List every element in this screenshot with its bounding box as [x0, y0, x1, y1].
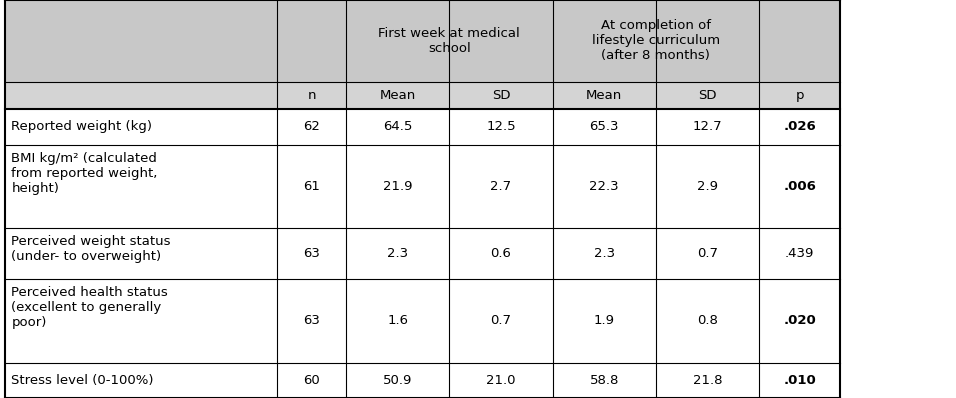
Text: Stress level (0-100%): Stress level (0-100%)	[11, 374, 154, 387]
Text: .006: .006	[783, 180, 816, 193]
Bar	[5, 144, 840, 228]
Bar	[5, 109, 840, 144]
Text: Mean: Mean	[586, 89, 622, 102]
Text: .026: .026	[783, 121, 816, 133]
Text: .439: .439	[785, 247, 815, 260]
Text: SD: SD	[698, 89, 717, 102]
Text: .020: .020	[783, 314, 816, 328]
Text: 0.8: 0.8	[697, 314, 718, 328]
Text: Reported weight (kg): Reported weight (kg)	[11, 121, 152, 133]
Text: SD: SD	[491, 89, 511, 102]
Text: 0.6: 0.6	[490, 247, 511, 260]
Bar	[5, 279, 840, 363]
Text: 65.3: 65.3	[590, 121, 619, 133]
Text: 0.7: 0.7	[490, 314, 511, 328]
Bar	[5, 228, 840, 279]
Bar	[5, 82, 840, 109]
Text: n: n	[308, 89, 315, 102]
Text: 64.5: 64.5	[383, 121, 412, 133]
Text: 22.3: 22.3	[590, 180, 619, 193]
Text: 63: 63	[303, 247, 320, 260]
Text: 50.9: 50.9	[383, 374, 412, 387]
Text: 1.6: 1.6	[387, 314, 408, 328]
Text: 61: 61	[303, 180, 320, 193]
Text: 2.9: 2.9	[697, 180, 718, 193]
Text: At completion of
lifestyle curriculum
(after 8 months): At completion of lifestyle curriculum (a…	[592, 19, 720, 62]
Text: Perceived health status
(excellent to generally
poor): Perceived health status (excellent to ge…	[11, 287, 168, 330]
Text: 1.9: 1.9	[594, 314, 615, 328]
Text: 21.8: 21.8	[693, 374, 722, 387]
Text: 21.9: 21.9	[383, 180, 412, 193]
Text: Perceived weight status
(under- to overweight): Perceived weight status (under- to overw…	[11, 235, 171, 263]
Text: 21.0: 21.0	[487, 374, 515, 387]
Text: Mean: Mean	[380, 89, 416, 102]
Text: BMI kg/m² (calculated
from reported weight,
height): BMI kg/m² (calculated from reported weig…	[11, 152, 158, 195]
Text: 12.5: 12.5	[487, 121, 515, 133]
Bar	[5, 0, 840, 82]
Text: 2.3: 2.3	[594, 247, 615, 260]
Text: 60: 60	[303, 374, 320, 387]
Text: 63: 63	[303, 314, 320, 328]
Text: 58.8: 58.8	[590, 374, 619, 387]
Text: 12.7: 12.7	[693, 121, 722, 133]
Text: First week at medical
school: First week at medical school	[379, 27, 520, 55]
Text: 2.3: 2.3	[387, 247, 408, 260]
Text: 2.7: 2.7	[490, 180, 511, 193]
Text: .010: .010	[783, 374, 816, 387]
Text: p: p	[795, 89, 804, 102]
Text: 62: 62	[303, 121, 320, 133]
Text: 0.7: 0.7	[697, 247, 718, 260]
Bar	[5, 363, 840, 398]
